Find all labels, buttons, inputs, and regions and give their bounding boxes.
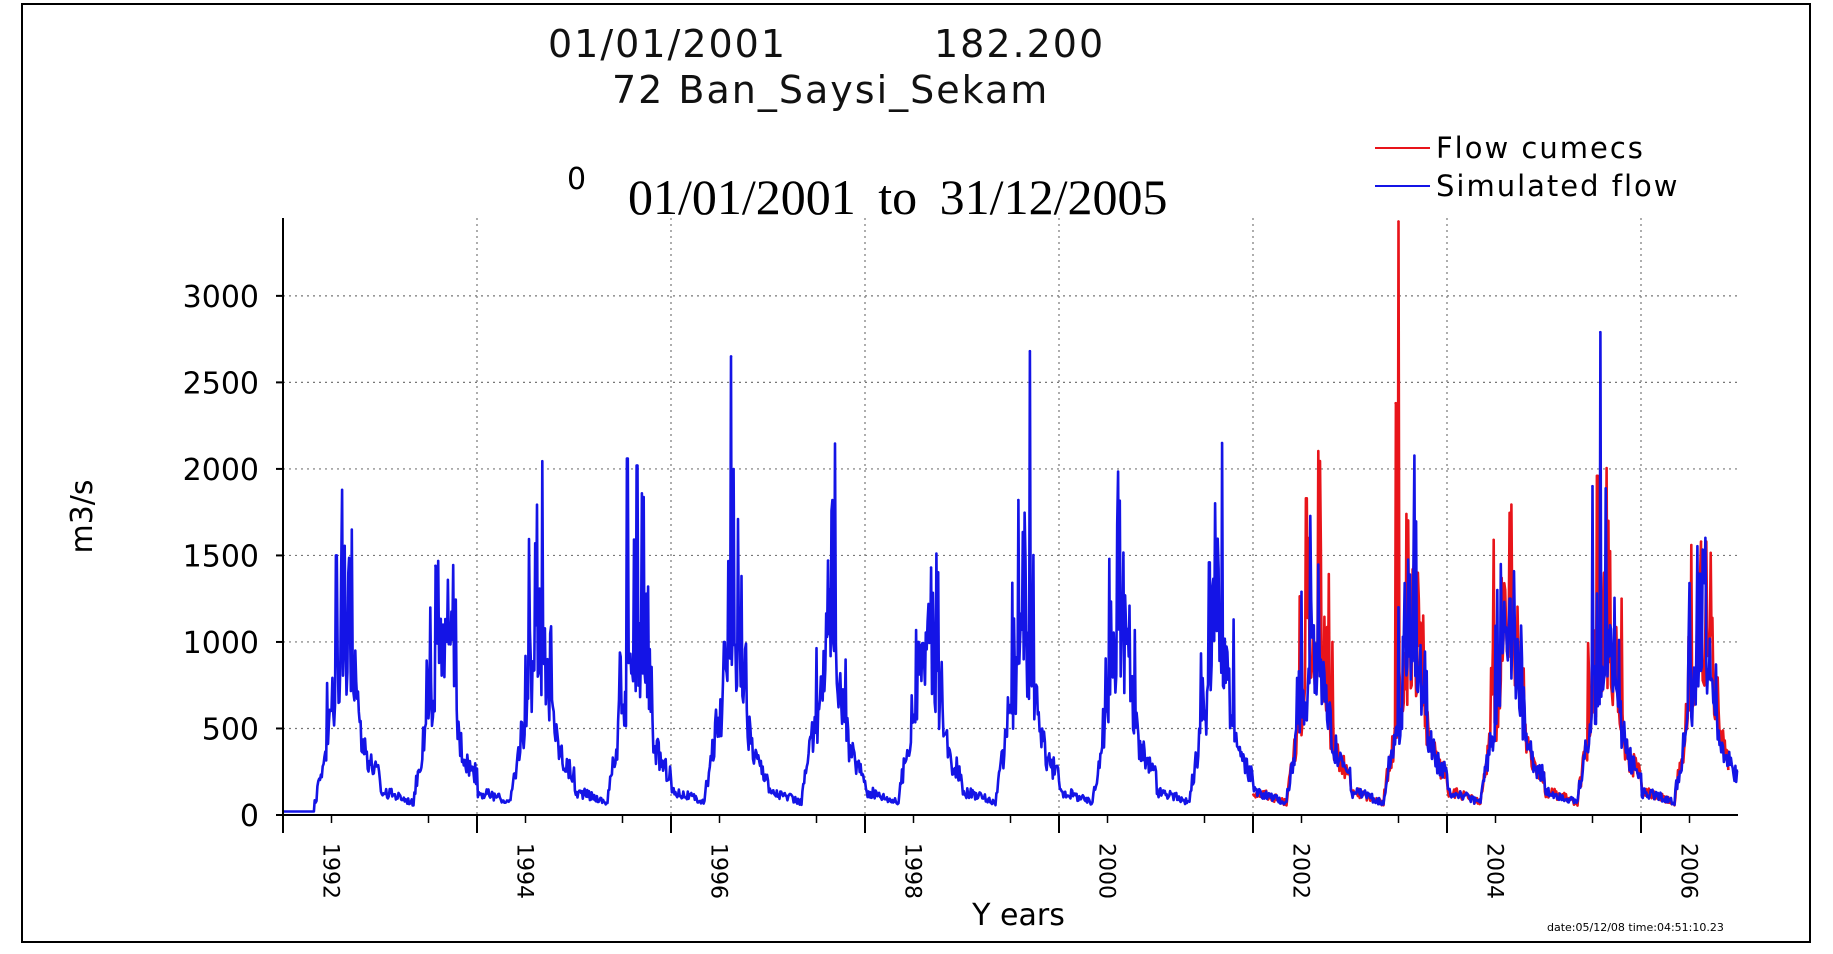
x-axis-title: Y ears xyxy=(971,898,1065,933)
x-tick-label: 1996 xyxy=(706,843,731,899)
y-tick-label: 0 xyxy=(240,799,259,834)
y-tick-label: 2000 xyxy=(183,453,259,488)
x-tick-label: 1998 xyxy=(900,843,925,899)
y-tick-label: 500 xyxy=(202,712,259,747)
y-tick-label: 1500 xyxy=(183,539,259,574)
timestamp: date:05/12/08 time:04:51:10.23 xyxy=(1547,921,1724,934)
header-value: 182.200 xyxy=(934,22,1106,66)
axes-layer: 0 500 1000 1500 2000 2500 3000 1992 1994 1996 1998… xyxy=(65,218,1738,933)
x-tick-label: 1994 xyxy=(512,843,537,899)
peak-point xyxy=(1492,538,1495,542)
series-line-simulated xyxy=(282,330,1739,813)
peak-point xyxy=(1397,220,1400,223)
legend-label: Flow cumecs xyxy=(1436,131,1645,165)
series-line-observed xyxy=(1251,220,1730,807)
peak-point xyxy=(1319,549,1323,552)
grid-layer xyxy=(282,218,1738,815)
peak-point xyxy=(1331,640,1334,644)
zero-label: 0 xyxy=(567,162,587,197)
x-tick-label: 2004 xyxy=(1482,843,1507,899)
header-date: 01/01/2001 xyxy=(548,22,788,66)
chart-frame xyxy=(21,3,1811,943)
x-tick-label: 2002 xyxy=(1288,843,1313,899)
peak-point xyxy=(1690,543,1693,547)
peak-point xyxy=(1504,588,1507,592)
peak-point xyxy=(1699,540,1703,543)
period-subtitle: 01/01/2001 to 31/12/2005 xyxy=(628,169,1168,225)
peak-point xyxy=(1305,497,1308,500)
station-title: 72 Ban_Saysi_Sekam xyxy=(612,68,1050,112)
peak-point xyxy=(1596,474,1599,478)
peak-point xyxy=(1394,401,1397,405)
series-layer xyxy=(282,220,1739,813)
legend: Flow cumecs Simulated flow xyxy=(1375,131,1680,203)
y-tick-label: 3000 xyxy=(183,280,259,315)
x-tick-label: 1992 xyxy=(318,843,343,899)
x-tick-label: 2006 xyxy=(1676,843,1701,899)
peak-point xyxy=(1620,597,1623,600)
y-tick-label: 1000 xyxy=(183,626,259,661)
legend-label: Simulated flow xyxy=(1436,169,1680,203)
y-tick-label: 2500 xyxy=(183,366,259,401)
y-axis-title: m3/s xyxy=(65,479,100,553)
x-tick-label: 2000 xyxy=(1094,843,1119,899)
